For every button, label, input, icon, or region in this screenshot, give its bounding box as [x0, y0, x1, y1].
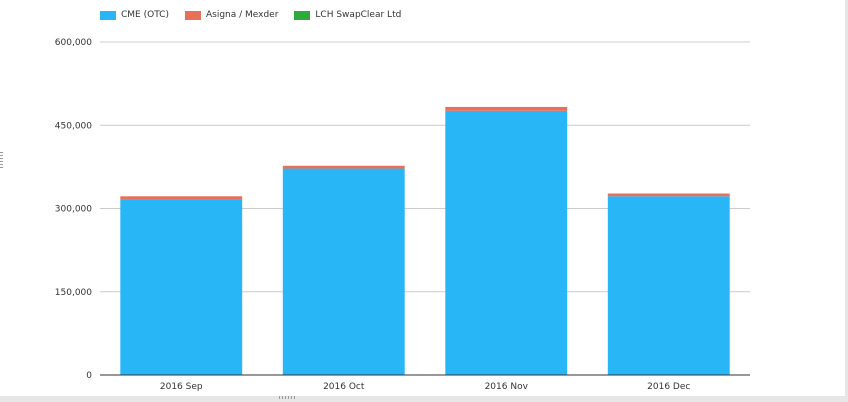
y-tick-label: 600,000: [55, 38, 92, 48]
bar-segment-0-0[interactable]: [120, 199, 243, 375]
bars: [120, 106, 730, 375]
bar-segment-0-2[interactable]: [445, 110, 568, 375]
y-tick-label: 150,000: [55, 288, 92, 298]
y-tick-label: 300,000: [55, 205, 92, 215]
legend-label-cme: CME (OTC): [121, 10, 169, 20]
legend-label-lch: LCH SwapClear Ltd: [315, 10, 402, 20]
bar-segment-1-2[interactable]: [445, 106, 568, 111]
bar-segment-1-1[interactable]: [282, 165, 405, 169]
x-tick-label: 2016 Nov: [485, 382, 529, 392]
legend-swatch-lch: [294, 10, 311, 20]
y-tick-label: 0: [86, 371, 92, 381]
x-axis-tick-labels: 2016 Sep 2016 Oct 2016 Nov 2016 Dec: [160, 382, 691, 392]
y-tick-label: 450,000: [55, 121, 92, 131]
y-axis-tick-labels: 0 150,000 300,000 450,000 600,000: [55, 38, 92, 381]
bar-segment-1-0[interactable]: [120, 196, 243, 200]
bar-segment-0-1[interactable]: [282, 168, 405, 375]
legend-label-asigna: Asigna / Mexder: [205, 10, 279, 20]
bar-segment-1-3[interactable]: [607, 193, 730, 197]
resize-grip-left[interactable]: [0, 152, 3, 170]
legend-item-lch[interactable]: LCH SwapClear Ltd: [294, 10, 401, 20]
x-tick-label: 2016 Dec: [647, 382, 690, 392]
bar-segment-0-3[interactable]: [607, 196, 730, 375]
legend-swatch-cme: [100, 10, 116, 20]
legend-item-cme[interactable]: CME (OTC): [100, 10, 169, 20]
legend-item-asigna[interactable]: Asigna / Mexder: [184, 10, 279, 20]
legend: CME (OTC) Asigna / Mexder LCH SwapClear …: [100, 10, 401, 20]
legend-swatch-asigna: [184, 10, 201, 20]
x-tick-label: 2016 Oct: [323, 382, 365, 392]
resize-grip-bottom[interactable]: [279, 396, 297, 399]
x-tick-label: 2016 Sep: [160, 382, 203, 392]
